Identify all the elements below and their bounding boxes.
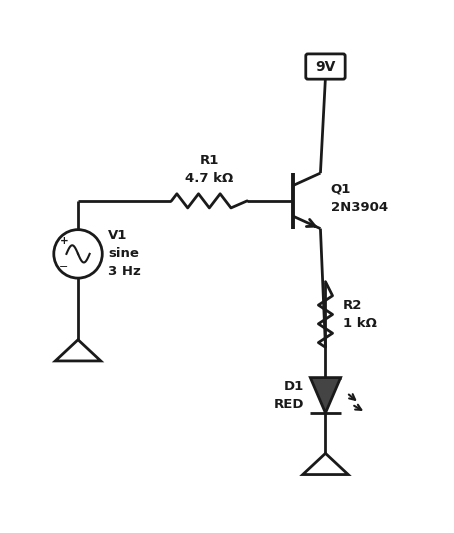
Text: V1
sine
3 Hz: V1 sine 3 Hz [109, 229, 141, 278]
Text: R1
4.7 kΩ: R1 4.7 kΩ [185, 154, 233, 185]
Text: −: − [59, 262, 69, 272]
Text: +: + [59, 236, 68, 246]
FancyBboxPatch shape [306, 54, 345, 79]
Text: Q1
2N3904: Q1 2N3904 [331, 183, 388, 214]
Polygon shape [311, 377, 340, 413]
Text: D1
RED: D1 RED [274, 380, 304, 411]
Text: R2
1 kΩ: R2 1 kΩ [343, 299, 377, 330]
Text: 9V: 9V [315, 60, 336, 74]
